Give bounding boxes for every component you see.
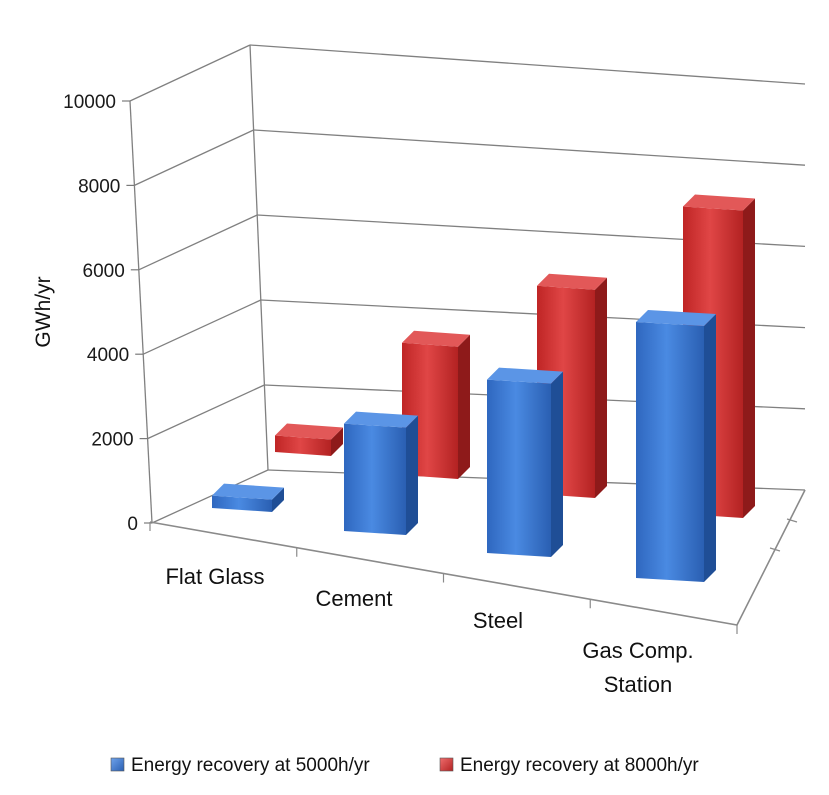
legend-label: Energy recovery at 5000h/yr — [131, 755, 370, 776]
bar-front-face — [636, 322, 704, 582]
bar-side-face — [551, 371, 563, 557]
x-category-label: Gas Comp. Station — [582, 638, 693, 697]
bar-front-face — [487, 379, 551, 557]
axis-left-edge — [129, 100, 153, 524]
floor-tick — [769, 547, 781, 552]
gridline-side — [129, 44, 251, 102]
y-tick-label: 2000 — [91, 430, 133, 451]
bar-side-face — [272, 487, 284, 512]
legend-item: Energy recovery at 8000h/yr — [439, 755, 699, 776]
y-axis-ticks: 0 2000 4000 6000 8000 10000 — [63, 92, 152, 535]
y-tick-label: 6000 — [83, 261, 125, 282]
legend: Energy recovery at 5000h/yr Energy recove… — [110, 755, 699, 776]
x-category-label: Cement — [315, 586, 392, 611]
bar-front-face — [344, 423, 406, 535]
gridline-side — [151, 469, 269, 524]
x-axis: Flat Glass Cement Steel Gas Comp. Station — [149, 522, 738, 697]
bar-series-5000h — [212, 483, 284, 512]
x-category-label: Flat Glass — [165, 564, 264, 589]
bar-front-face — [212, 495, 272, 512]
gridline-side — [138, 214, 258, 271]
bar-top-face — [537, 273, 607, 290]
x-category-label: Steel — [473, 608, 523, 633]
bar-side-face — [704, 314, 716, 582]
bar-top-face — [487, 367, 563, 384]
bar-series-5000h — [636, 310, 716, 582]
gridline-back — [253, 129, 806, 166]
bar-side-face — [458, 334, 470, 479]
bar-top-face — [402, 330, 470, 347]
y-axis-label: GWh/yr — [32, 276, 55, 347]
bar-top-face — [212, 483, 284, 500]
bar-side-face — [331, 427, 343, 456]
bar-top-face — [344, 411, 418, 428]
y-tick-label: 4000 — [87, 345, 129, 366]
legend-label: Energy recovery at 8000h/yr — [460, 755, 699, 776]
chart-walls — [129, 44, 806, 626]
gridline-back — [249, 44, 806, 85]
y-tick-label: 8000 — [78, 176, 120, 197]
legend-swatch — [110, 757, 125, 772]
gridline-side — [142, 299, 262, 355]
gridline-side — [147, 384, 265, 440]
bar-side-face — [743, 198, 755, 519]
y-tick-label: 0 — [127, 514, 138, 535]
bar-series-5000h — [487, 367, 563, 557]
bar-top-face — [275, 423, 343, 440]
gridline-side — [134, 129, 254, 186]
wall-back-corner — [249, 44, 269, 471]
bar-series-8000h — [275, 423, 343, 456]
bar-series-5000h — [344, 411, 418, 535]
bar-front-face — [275, 435, 331, 456]
legend-swatch — [439, 757, 454, 772]
bars-layer — [212, 194, 755, 582]
bar-side-face — [595, 277, 607, 498]
y-tick-label: 10000 — [63, 92, 116, 113]
bar-top-face — [683, 194, 755, 211]
bar-side-face — [406, 415, 418, 535]
bar-top-face — [636, 310, 716, 326]
legend-item: Energy recovery at 5000h/yr — [110, 755, 370, 776]
floor-tick — [786, 518, 798, 523]
